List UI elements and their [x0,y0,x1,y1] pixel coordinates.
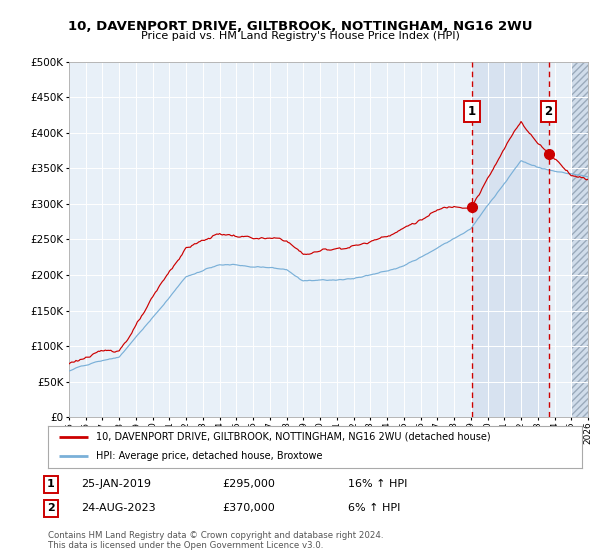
Text: 10, DAVENPORT DRIVE, GILTBROOK, NOTTINGHAM, NG16 2WU: 10, DAVENPORT DRIVE, GILTBROOK, NOTTINGH… [68,20,532,32]
Text: Price paid vs. HM Land Registry's House Price Index (HPI): Price paid vs. HM Land Registry's House … [140,31,460,41]
Text: Contains HM Land Registry data © Crown copyright and database right 2024.
This d: Contains HM Land Registry data © Crown c… [48,531,383,550]
Text: 2: 2 [47,503,55,514]
Text: 6% ↑ HPI: 6% ↑ HPI [348,503,400,514]
Text: £370,000: £370,000 [222,503,275,514]
Text: HPI: Average price, detached house, Broxtowe: HPI: Average price, detached house, Brox… [96,451,323,461]
Text: 10, DAVENPORT DRIVE, GILTBROOK, NOTTINGHAM, NG16 2WU (detached house): 10, DAVENPORT DRIVE, GILTBROOK, NOTTINGH… [96,432,491,442]
Text: 16% ↑ HPI: 16% ↑ HPI [348,479,407,489]
Text: 2: 2 [545,105,553,118]
Text: 25-JAN-2019: 25-JAN-2019 [81,479,151,489]
Text: 1: 1 [468,105,476,118]
Text: 24-AUG-2023: 24-AUG-2023 [81,503,155,514]
Bar [571,62,588,417]
Text: 1: 1 [47,479,55,489]
Text: £295,000: £295,000 [222,479,275,489]
Bar [472,62,548,417]
